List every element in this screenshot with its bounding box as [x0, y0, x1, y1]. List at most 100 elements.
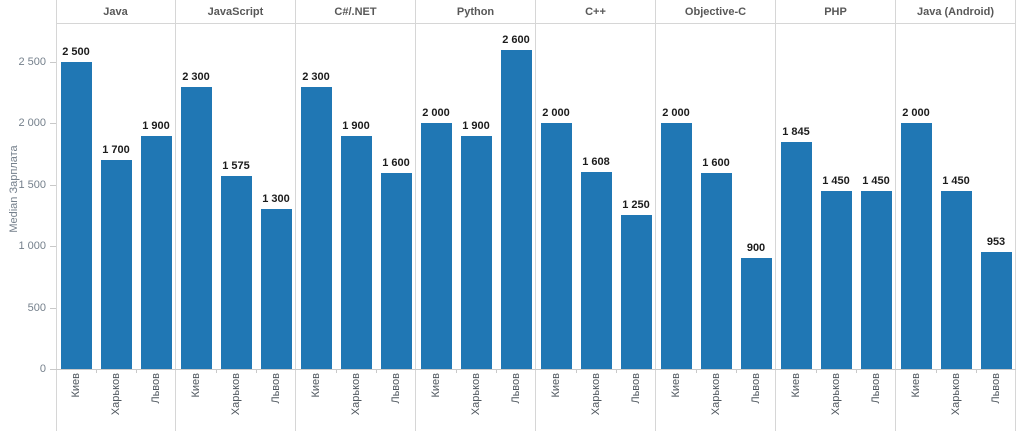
bar[interactable] [540, 123, 572, 369]
bar[interactable] [340, 136, 372, 369]
bar-value-label: 2 500 [62, 46, 90, 58]
bar-value-label: 2 000 [902, 107, 930, 119]
x-category-label: Львов [990, 373, 1002, 404]
x-tick-mark [856, 369, 857, 373]
facet-header-label: PHP [824, 5, 847, 18]
bar[interactable] [700, 173, 732, 369]
x-tick-mark [216, 369, 217, 373]
x-tick-mark [96, 369, 97, 373]
facet-panel: C#/.NET 2 300 Киев 1 900 Харьков 1 600 Львов [296, 0, 416, 431]
bar-value-label: 2 600 [502, 34, 530, 46]
bar[interactable] [900, 123, 932, 369]
bar[interactable] [460, 136, 492, 369]
x-tick-mark [736, 369, 737, 373]
x-category-label: Харьков [230, 373, 242, 416]
x-tick-mark [816, 369, 817, 373]
bar[interactable] [180, 87, 212, 369]
bar-value-label: 953 [986, 236, 1006, 248]
x-tick-mark [616, 369, 617, 373]
bar[interactable] [580, 172, 612, 369]
x-category-label: Киев [310, 373, 322, 398]
bar[interactable] [660, 123, 692, 369]
bar[interactable] [100, 160, 132, 369]
x-category-label: Киев [190, 373, 202, 398]
bar-value-label: 1 250 [622, 199, 650, 211]
y-tick-mark [50, 369, 56, 370]
bar-value-label: 1 900 [342, 120, 370, 132]
bar[interactable] [60, 62, 92, 369]
x-category-label: Харьков [950, 373, 962, 416]
bar[interactable] [980, 252, 1012, 369]
bar[interactable] [140, 136, 172, 369]
y-tick-label: 500 [27, 301, 46, 314]
bar[interactable] [380, 173, 412, 369]
bar-value-label: 1 608 [582, 156, 610, 168]
x-category-label: Киев [430, 373, 442, 398]
x-category-label: Львов [630, 373, 642, 404]
x-category-label: Киев [910, 373, 922, 398]
bar[interactable] [860, 191, 892, 369]
y-tick-label: 1 000 [18, 240, 46, 253]
x-category-label: Львов [510, 373, 522, 404]
x-tick-mark [256, 369, 257, 373]
y-tick-mark [50, 62, 56, 63]
bar-value-label: 2 300 [182, 71, 210, 83]
facet-panel: Objective-C 2 000 Киев 1 600 Харьков 900 Львов [656, 0, 776, 431]
facet-header-label: Objective-C [684, 5, 747, 18]
y-tick-label: 2 500 [18, 56, 46, 68]
bar[interactable] [820, 191, 852, 369]
bar[interactable] [300, 87, 332, 369]
y-axis-line [56, 0, 57, 431]
bar-value-label: 2 000 [422, 107, 450, 119]
facet-header-label: Java (Android) [916, 5, 994, 18]
x-tick-mark [576, 369, 577, 373]
facet-panel: Python 2 000 Киев 1 900 Харьков 2 600 Львов [416, 0, 536, 431]
x-category-label: Львов [390, 373, 402, 404]
x-tick-mark [336, 369, 337, 373]
bar-value-label: 1 900 [462, 120, 490, 132]
facet-panel: C++ 2 000 Киев 1 608 Харьков 1 250 Львов [536, 0, 656, 431]
x-tick-mark [456, 369, 457, 373]
y-tick-label: 1 500 [18, 178, 46, 191]
x-category-label: Львов [870, 373, 882, 404]
bar[interactable] [780, 142, 812, 369]
bar[interactable] [740, 258, 772, 369]
bar-value-label: 1 900 [142, 120, 170, 132]
x-tick-mark [496, 369, 497, 373]
facet-header-label: JavaScript [207, 5, 264, 18]
facet-panel: Java (Android) 2 000 Киев 1 450 Харьков 953 Ль… [896, 0, 1016, 431]
bar-value-label: 2 300 [302, 71, 330, 83]
x-category-label: Киев [790, 373, 802, 398]
x-category-label: Львов [750, 373, 762, 404]
x-tick-mark [936, 369, 937, 373]
bar[interactable] [500, 50, 532, 369]
y-tick-mark [50, 184, 56, 186]
x-category-label: Киев [550, 373, 562, 398]
bar-value-label: 1 450 [942, 175, 970, 187]
facet-header-label: Java [103, 5, 128, 18]
y-tick-mark [50, 246, 56, 248]
bar-value-label: 1 700 [102, 144, 130, 156]
x-category-label: Львов [270, 373, 282, 404]
x-axis-baseline [56, 369, 1016, 370]
bar[interactable] [260, 209, 292, 369]
bar[interactable] [420, 123, 452, 369]
facet-header: Objective-C [656, 0, 775, 24]
facet-panel: JavaScript 2 300 Киев 1 575 Харьков 1 300 Льво… [176, 0, 296, 431]
facet-header: Java [56, 0, 175, 24]
bar-value-label: 1 450 [862, 175, 890, 187]
bar[interactable] [220, 176, 252, 369]
bar[interactable] [940, 191, 972, 369]
x-category-label: Харьков [830, 373, 842, 416]
facet-panel: Java 2 500 Киев 1 700 Харьков 1 900 Львов [56, 0, 176, 431]
bar-value-label: 1 575 [222, 160, 250, 172]
bar-value-label: 1 600 [382, 157, 410, 169]
facet-header: Java (Android) [896, 0, 1015, 24]
x-tick-mark [376, 369, 377, 373]
facet-header: Python [416, 0, 535, 24]
x-category-label: Киев [670, 373, 682, 398]
bar[interactable] [620, 215, 652, 369]
y-tick-mark [50, 123, 56, 125]
bar-value-label: 1 300 [262, 193, 290, 205]
facet-header-label: Python [456, 5, 495, 18]
